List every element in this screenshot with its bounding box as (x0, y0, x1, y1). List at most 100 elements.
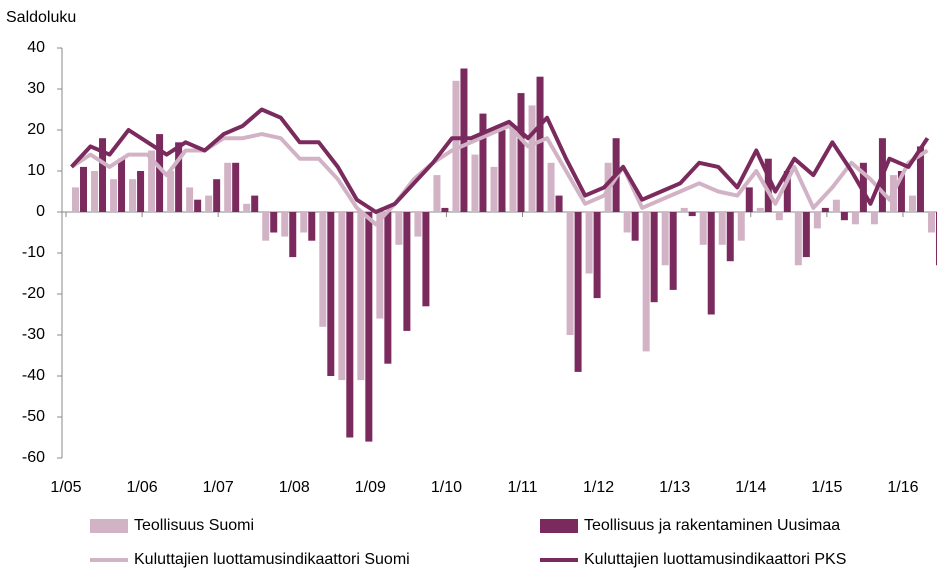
bar (137, 171, 145, 212)
bar (794, 212, 802, 266)
bar (156, 134, 164, 212)
bar (927, 212, 935, 233)
bar (802, 212, 810, 258)
bar (631, 212, 639, 241)
x-tick-label: 1/08 (279, 479, 310, 496)
bar (566, 212, 574, 335)
bar (319, 212, 327, 327)
y-tick-label: -10 (22, 244, 45, 261)
bar (851, 212, 859, 225)
bar (726, 212, 734, 262)
bar (194, 199, 202, 212)
legend-label: Teollisuus ja rakentaminen Uusimaa (584, 517, 840, 534)
x-tick-label: 1/15 (811, 479, 842, 496)
x-tick-label: 1/07 (203, 479, 234, 496)
bar (821, 207, 829, 212)
bar (346, 212, 354, 438)
bar (281, 212, 289, 237)
bar (376, 212, 384, 319)
bar (262, 212, 270, 241)
bar (80, 166, 88, 212)
bar (908, 195, 916, 212)
bar (357, 212, 365, 381)
bar (251, 195, 259, 212)
bar (327, 212, 335, 376)
bar (547, 162, 555, 212)
bar (859, 162, 867, 212)
bar (129, 179, 137, 212)
bar (840, 212, 848, 221)
x-tick-label: 1/13 (659, 479, 690, 496)
y-tick-label: -60 (22, 449, 45, 466)
x-tick-label: 1/09 (355, 479, 386, 496)
bar (224, 162, 232, 212)
bar (422, 212, 430, 307)
bar (650, 212, 658, 303)
bar (471, 154, 479, 212)
bar (574, 212, 582, 372)
bar (460, 68, 468, 212)
bar (395, 212, 403, 245)
y-tick-label: -20 (22, 285, 45, 302)
bar (72, 187, 80, 212)
bar (745, 187, 753, 212)
bar (623, 212, 631, 233)
bar (289, 212, 297, 258)
y-tick-label: -50 (22, 408, 45, 425)
x-tick-label: 1/05 (50, 479, 81, 496)
bar (536, 76, 544, 212)
bar (775, 212, 783, 221)
bar (832, 199, 840, 212)
bar (756, 207, 764, 212)
x-tick-label: 1/11 (508, 479, 538, 496)
bar (528, 105, 536, 212)
bar (205, 195, 213, 212)
bar (365, 212, 373, 442)
legend-label: Kuluttajien luottamusindikaattori Suomi (134, 551, 410, 568)
bar (243, 203, 251, 212)
y-tick-label: 20 (27, 121, 45, 138)
bar (110, 179, 118, 212)
y-tick-label: 0 (36, 203, 45, 220)
x-tick-label: 1/14 (735, 479, 766, 496)
bar (813, 212, 821, 229)
x-tick-label: 1/16 (887, 479, 918, 496)
bar (148, 150, 156, 212)
bar (338, 212, 346, 381)
legend-label: Kuluttajien luottamusindikaattori PKS (584, 551, 846, 568)
bar (118, 158, 126, 212)
bar (585, 212, 593, 274)
bar (300, 212, 308, 233)
y-tick-label: 30 (27, 80, 45, 97)
bar (916, 146, 924, 212)
bar (403, 212, 411, 331)
line (70, 107, 930, 214)
x-tick-label: 1/12 (583, 479, 614, 496)
bar (308, 212, 316, 241)
y-tick-label: -30 (22, 326, 45, 343)
x-tick-label: 1/06 (127, 479, 158, 496)
bar (707, 212, 715, 315)
bar (517, 93, 525, 212)
bar (669, 212, 677, 290)
legend-swatch (90, 519, 128, 533)
bar (433, 175, 441, 212)
y-tick-label: 10 (27, 162, 45, 179)
bar (441, 207, 449, 212)
bar (870, 212, 878, 225)
bar (186, 187, 194, 212)
bar (764, 158, 772, 212)
bar (688, 212, 696, 217)
bar (175, 142, 183, 212)
bar (498, 130, 506, 212)
x-tick-label: 1/10 (431, 479, 462, 496)
bar (593, 212, 601, 299)
bar (935, 212, 937, 266)
bar (384, 212, 392, 364)
bar (91, 171, 99, 212)
bar (661, 212, 669, 266)
legend-swatch (540, 519, 578, 533)
y-tick-label: -40 (22, 367, 45, 384)
bar (680, 207, 688, 212)
